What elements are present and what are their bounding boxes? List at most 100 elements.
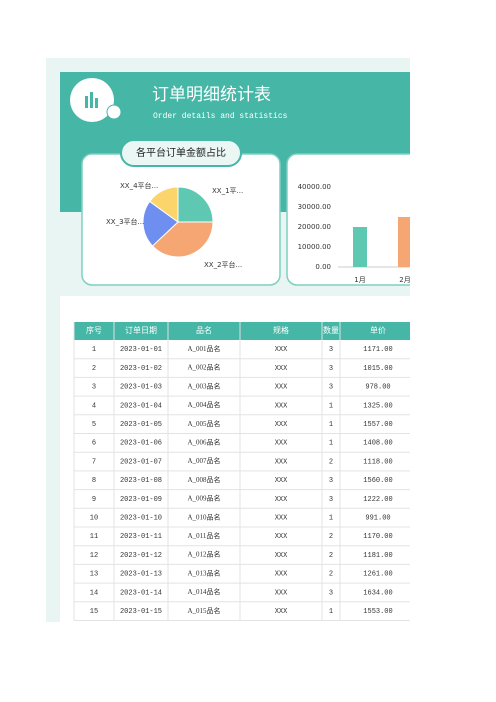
table-cell: XXX xyxy=(275,384,288,392)
table-cell: XXX xyxy=(275,608,288,616)
table-cell: 3 xyxy=(329,589,333,597)
table-cell: A_003品名 xyxy=(187,381,220,390)
table-cell: 2023-01-03 xyxy=(120,384,162,392)
table-cell: 9 xyxy=(92,496,96,504)
table-cell: 1170.00 xyxy=(363,533,392,541)
table-cell: 2 xyxy=(329,458,333,466)
y-tick-label: 30000.00 xyxy=(298,203,331,211)
table-cell: XXX xyxy=(275,496,288,504)
table-cell: XXX xyxy=(275,421,288,429)
pie-slice xyxy=(177,186,214,223)
pie-label: XX_3平台... xyxy=(106,217,144,226)
table-cell: 978.00 xyxy=(365,384,390,392)
table-cell: 1 xyxy=(329,514,333,522)
pie-slice xyxy=(151,221,214,258)
table-cell: XXX xyxy=(275,477,288,485)
table-cell: A_004品名 xyxy=(187,400,220,409)
table-cell: 2023-01-12 xyxy=(120,552,162,560)
y-tick-label: 40000.00 xyxy=(298,183,331,191)
table-cell: XXX xyxy=(275,346,288,354)
table-cell: 10 xyxy=(90,514,98,522)
table-cell: 3 xyxy=(329,365,333,373)
table-cell: A_013品名 xyxy=(187,568,220,577)
column-header: 数量 xyxy=(323,325,339,335)
table-cell: 2 xyxy=(329,552,333,560)
table-cell: A_008品名 xyxy=(187,475,220,484)
table-cell: 1181.00 xyxy=(363,552,392,560)
subtitle: Order details and statistics xyxy=(153,112,288,121)
table-cell: 5 xyxy=(92,421,96,429)
table-cell: A_005品名 xyxy=(187,419,220,428)
table-card xyxy=(60,296,410,622)
table-cell: 991.00 xyxy=(365,514,390,522)
content: 订单明细统计表 Order details and statistics 各平台… xyxy=(46,58,410,622)
logo-bar xyxy=(95,98,98,108)
table-cell: 2023-01-06 xyxy=(120,440,162,448)
logo-badge xyxy=(106,104,122,120)
table-cell: 1261.00 xyxy=(363,571,392,579)
table-cell: XXX xyxy=(275,533,288,541)
table-cell: 1557.00 xyxy=(363,421,392,429)
table-cell: 2023-01-08 xyxy=(120,477,162,485)
table-cell: 14 xyxy=(90,589,98,597)
bar-card xyxy=(286,153,410,286)
table-cell: XXX xyxy=(275,365,288,373)
bar xyxy=(398,217,410,267)
table-cell: 2023-01-14 xyxy=(120,589,162,597)
x-tick-label: 2月 xyxy=(399,276,410,284)
table-cell: 1 xyxy=(92,346,96,354)
table-cell: 2023-01-02 xyxy=(120,365,162,373)
pie-label: XX_4平台... xyxy=(120,181,158,190)
pie-title: 各平台订单金额占比 xyxy=(136,146,226,159)
table-cell: A_011品名 xyxy=(188,531,221,540)
pie-slice xyxy=(142,200,179,247)
table-cell: 13 xyxy=(90,571,98,579)
table-cell: XXX xyxy=(275,458,288,466)
table-cell: 1634.00 xyxy=(363,589,392,597)
y-tick-label: 20000.00 xyxy=(298,223,331,231)
table-cell: 2023-01-07 xyxy=(120,458,162,466)
table-cell: XXX xyxy=(275,402,288,410)
table-cell: 2023-01-13 xyxy=(120,571,162,579)
table-header xyxy=(74,322,410,340)
column-header: 规格 xyxy=(273,325,289,335)
table-cell: 12 xyxy=(90,552,98,560)
table-cell: 1 xyxy=(329,402,333,410)
table-cell: 1560.00 xyxy=(363,477,392,485)
table-cell: 2023-01-01 xyxy=(120,346,162,354)
y-tick-label: 10000.00 xyxy=(298,243,331,251)
table-cell: 2 xyxy=(329,533,333,541)
table-cell: XXX xyxy=(275,440,288,448)
table-cell: 1553.00 xyxy=(363,608,392,616)
table-cell: A_006品名 xyxy=(187,437,220,446)
table-cell: 1015.00 xyxy=(363,365,392,373)
pie-slice xyxy=(148,186,179,223)
column-header: 序号 xyxy=(86,325,102,335)
table-cell: 1118.00 xyxy=(363,458,392,466)
table-cell: A_012品名 xyxy=(187,550,220,559)
table-cell: 1408.00 xyxy=(363,440,392,448)
table-cell: 6 xyxy=(92,440,96,448)
table-cell: 1 xyxy=(329,608,333,616)
table-cell: 2023-01-10 xyxy=(120,514,162,522)
bar xyxy=(353,227,367,267)
table-cell: 2 xyxy=(92,365,96,373)
table-cell: A_009品名 xyxy=(187,494,220,503)
table-cell: 2023-01-05 xyxy=(120,421,162,429)
table-cell: 2023-01-04 xyxy=(120,402,162,410)
column-header: 单价 xyxy=(370,325,386,335)
table-cell: XXX xyxy=(275,571,288,579)
x-tick-label: 1月 xyxy=(354,276,365,284)
table-cell: 1 xyxy=(329,440,333,448)
table-cell: 3 xyxy=(329,496,333,504)
table-cell: 1171.00 xyxy=(363,346,392,354)
table-cell: XXX xyxy=(275,514,288,522)
table-cell: A_010品名 xyxy=(187,512,220,521)
table-cell: A_015品名 xyxy=(187,606,220,615)
pie-label: XX_1平... xyxy=(212,187,243,195)
title: 订单明细统计表 xyxy=(152,85,271,104)
table-cell: 2 xyxy=(329,571,333,579)
table-cell: 3 xyxy=(329,477,333,485)
